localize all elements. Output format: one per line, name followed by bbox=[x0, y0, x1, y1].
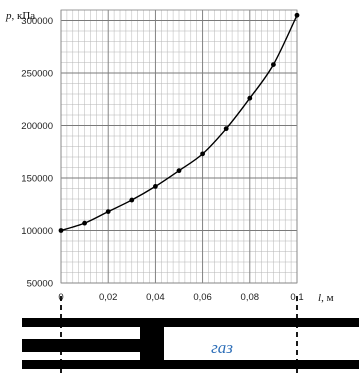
data-point bbox=[200, 151, 206, 157]
data-point bbox=[294, 12, 300, 18]
x-tick-labels: 00,020,040,060,080,1 bbox=[58, 292, 303, 303]
data-point bbox=[105, 209, 111, 215]
x-axis-label: l, м bbox=[318, 292, 334, 304]
data-point bbox=[176, 168, 182, 174]
x-tick-label: 0,08 bbox=[241, 292, 260, 303]
x-axis-unit: , м bbox=[321, 292, 334, 304]
data-point bbox=[271, 62, 276, 67]
data-point bbox=[223, 126, 229, 132]
axes bbox=[60, 9, 298, 284]
x-axis-variable: l bbox=[318, 292, 321, 304]
data-point bbox=[129, 197, 135, 203]
y-tick-label: 100000 bbox=[21, 226, 53, 237]
y-axis-label: p, кПа bbox=[5, 10, 35, 22]
data-point bbox=[247, 95, 253, 101]
x-tick-label: 0,06 bbox=[193, 292, 212, 303]
y-tick-label: 50000 bbox=[27, 279, 53, 290]
y-axis-variable: p bbox=[5, 10, 12, 22]
cylinder-bottom-wall bbox=[22, 360, 359, 369]
piston-rod bbox=[22, 339, 140, 352]
data-point bbox=[153, 184, 158, 189]
x-tick-label: 0,04 bbox=[146, 292, 165, 303]
grid-minor bbox=[60, 9, 298, 284]
x-tick-label: 0,02 bbox=[99, 292, 118, 303]
data-point bbox=[82, 220, 87, 226]
piston-head bbox=[140, 318, 164, 369]
data-points bbox=[58, 12, 300, 233]
data-point bbox=[58, 228, 64, 233]
y-tick-label: 150000 bbox=[21, 174, 53, 185]
gas-label: газ bbox=[211, 338, 233, 357]
y-tick-label: 200000 bbox=[21, 121, 53, 132]
y-tick-label: 300000 bbox=[21, 16, 53, 27]
y-tick-label: 250000 bbox=[21, 69, 53, 80]
y-tick-labels: 50000 100000 150000 200000 250000 300000 bbox=[21, 16, 53, 290]
cylinder-diagram: газ bbox=[22, 296, 359, 377]
y-axis-unit: , кПа bbox=[12, 10, 36, 22]
cylinder-top-wall bbox=[22, 318, 359, 327]
plot-frame bbox=[60, 9, 298, 284]
